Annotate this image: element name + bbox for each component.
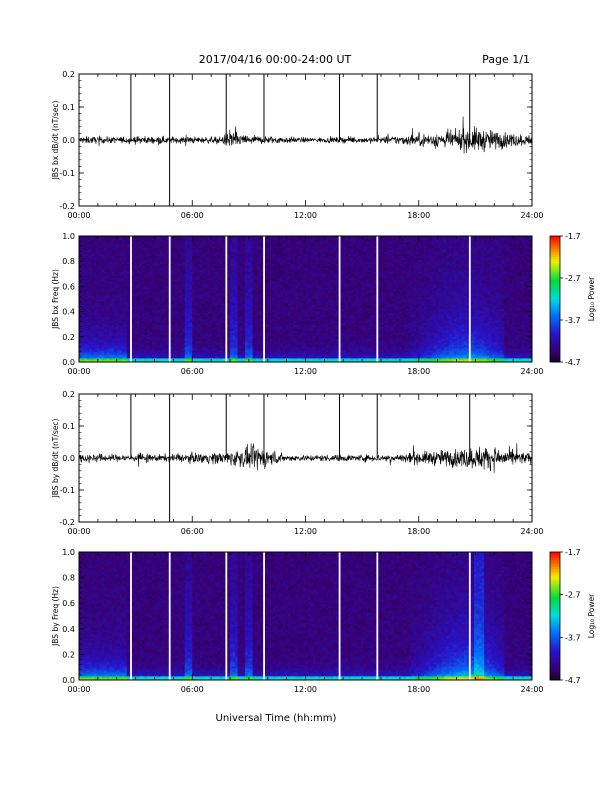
y-axis-label: JBS bx dB/dt (nT/sec)	[51, 101, 60, 181]
x-tick-label: 18:00	[407, 211, 430, 220]
waveform-line	[79, 116, 532, 153]
y-tick-label: 0.1	[62, 103, 75, 112]
x-tick-label: 00:00	[67, 211, 90, 220]
y-tick-label: -0.1	[59, 169, 75, 178]
y-tick-label: 0.0	[62, 136, 75, 145]
x-tick-label: 12:00	[294, 211, 317, 220]
x-tick-label: 24:00	[520, 211, 543, 220]
bx-waveform-panel: 00:00 06:00 12:00 18:00 24:00 0.2 0.1 0.0 -0.1 -0…	[51, 70, 544, 220]
y-tick-label: 0.2	[62, 70, 75, 79]
header-date-range: 2017/04/16 00:00-24:00 UT	[199, 53, 352, 66]
bx-spectrogram-panel: 00:00 06:00 12:00 18:00 24:001.00.80.60.40.2…	[51, 232, 544, 376]
x-tick-label: 06:00	[181, 211, 204, 220]
figure: 2017/04/16 00:00-24:00 UT Page 1/1 00:00…	[0, 0, 612, 792]
header-page: Page 1/1	[482, 53, 530, 66]
y-tick-label: -0.2	[59, 202, 75, 211]
